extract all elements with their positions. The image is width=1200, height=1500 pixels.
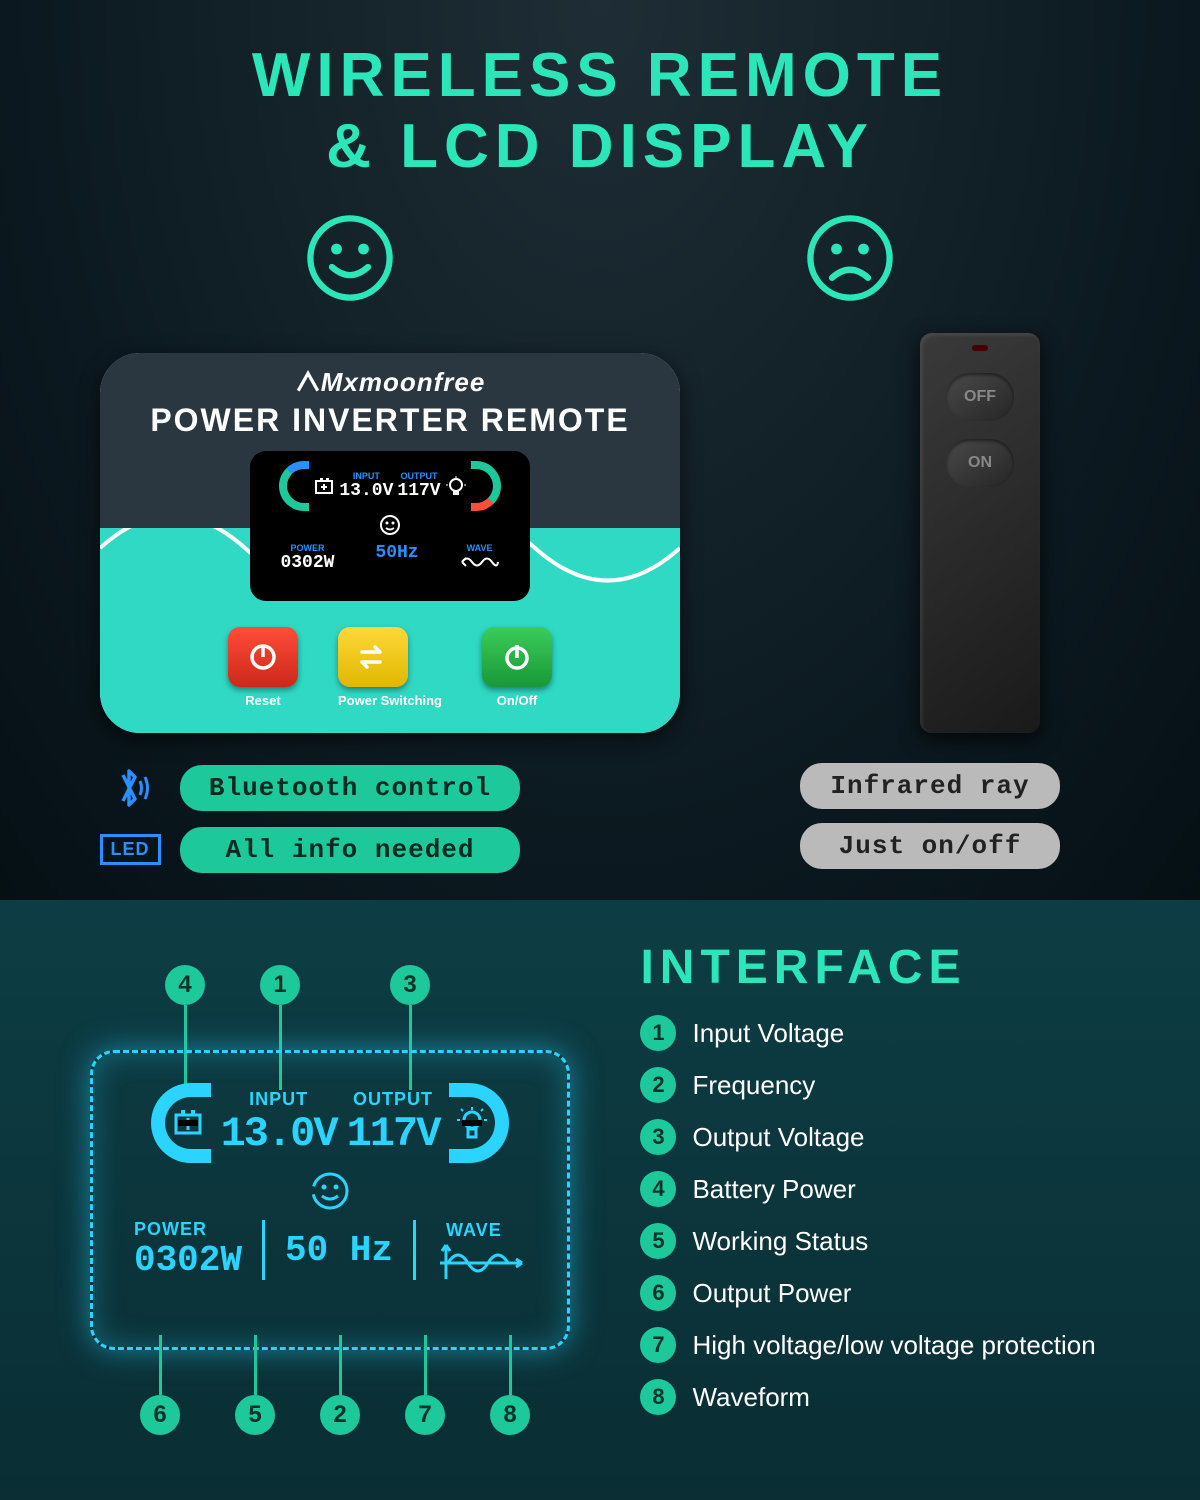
battery-icon [313, 475, 335, 497]
diagram-input-value: 13.0V [221, 1110, 337, 1158]
device-title: POWER INVERTER REMOTE [120, 402, 660, 439]
simple-remote-on-button[interactable]: ON [946, 439, 1014, 487]
status-face-icon [308, 1169, 352, 1213]
title-line-1: WIRELESS REMOTE [0, 40, 1200, 111]
swap-icon [356, 640, 390, 674]
waveform-icon [436, 1241, 526, 1281]
frown-face-icon [805, 213, 895, 303]
wave-icon [460, 553, 500, 571]
diagram-freq-value: 50 Hz [285, 1230, 393, 1271]
callout-3: 3 [390, 965, 430, 1005]
bulb-icon [445, 475, 467, 497]
callout-8: 8 [490, 1395, 530, 1435]
interface-item: 3Output Voltage [640, 1119, 1150, 1155]
interface-diagram: 4 1 3 INPUT 13.0V OUTPUT 117V [50, 940, 610, 1460]
interface-item: 4Battery Power [640, 1171, 1150, 1207]
interface-item: 7High voltage/low voltage protection [640, 1327, 1150, 1363]
reset-icon [246, 640, 280, 674]
simple-remote-off-button[interactable]: OFF [946, 373, 1014, 421]
infrared-pill: Infrared ray [800, 763, 1060, 809]
callout-6: 6 [140, 1395, 180, 1435]
title-line-2: & LCD DISPLAY [0, 111, 1200, 182]
all-info-pill: All info needed [180, 827, 520, 873]
battery-arc-icon [151, 1083, 211, 1163]
interface-item: 8Waveform [640, 1379, 1150, 1415]
brand-logo: Mxmoonfree [120, 367, 660, 398]
bluetooth-pill: Bluetooth control [180, 765, 520, 811]
smile-face-icon [305, 213, 395, 303]
bulb-arc-icon [449, 1083, 509, 1163]
interface-item: 1Input Voltage [640, 1015, 1150, 1051]
diagram-power-value: 0302W [134, 1240, 242, 1281]
bluetooth-icon [100, 763, 160, 813]
interface-section-title: INTERFACE [640, 940, 1150, 995]
interface-item: 6Output Power [640, 1275, 1150, 1311]
just-onoff-pill: Just on/off [800, 823, 1060, 869]
callout-5: 5 [235, 1395, 275, 1435]
simple-remote-device: OFF ON [920, 333, 1040, 733]
main-title: WIRELESS REMOTE & LCD DISPLAY [0, 40, 1200, 183]
status-smile-icon [378, 513, 402, 537]
on-off-button[interactable]: On/Off [482, 627, 552, 708]
power-icon [500, 640, 534, 674]
interface-item: 5Working Status [640, 1223, 1150, 1259]
power-switching-button[interactable]: Power Switching [338, 627, 442, 708]
lcd-remote-device: Mxmoonfree POWER INVERTER REMOTE INPUT13… [100, 353, 680, 733]
interface-list: 1Input Voltage 2Frequency 3Output Voltag… [640, 1015, 1150, 1415]
lcd-screen: INPUT13.0V OUTPUT117V POWER0302W 50Hz WA… [250, 451, 530, 601]
callout-7: 7 [405, 1395, 445, 1435]
led-badge-icon: LED [100, 834, 160, 865]
callout-1: 1 [260, 965, 300, 1005]
interface-item: 2Frequency [640, 1067, 1150, 1103]
diagram-output-value: 117V [347, 1110, 440, 1158]
callout-4: 4 [165, 965, 205, 1005]
callout-2: 2 [320, 1395, 360, 1435]
reset-button[interactable]: Reset [228, 627, 298, 708]
